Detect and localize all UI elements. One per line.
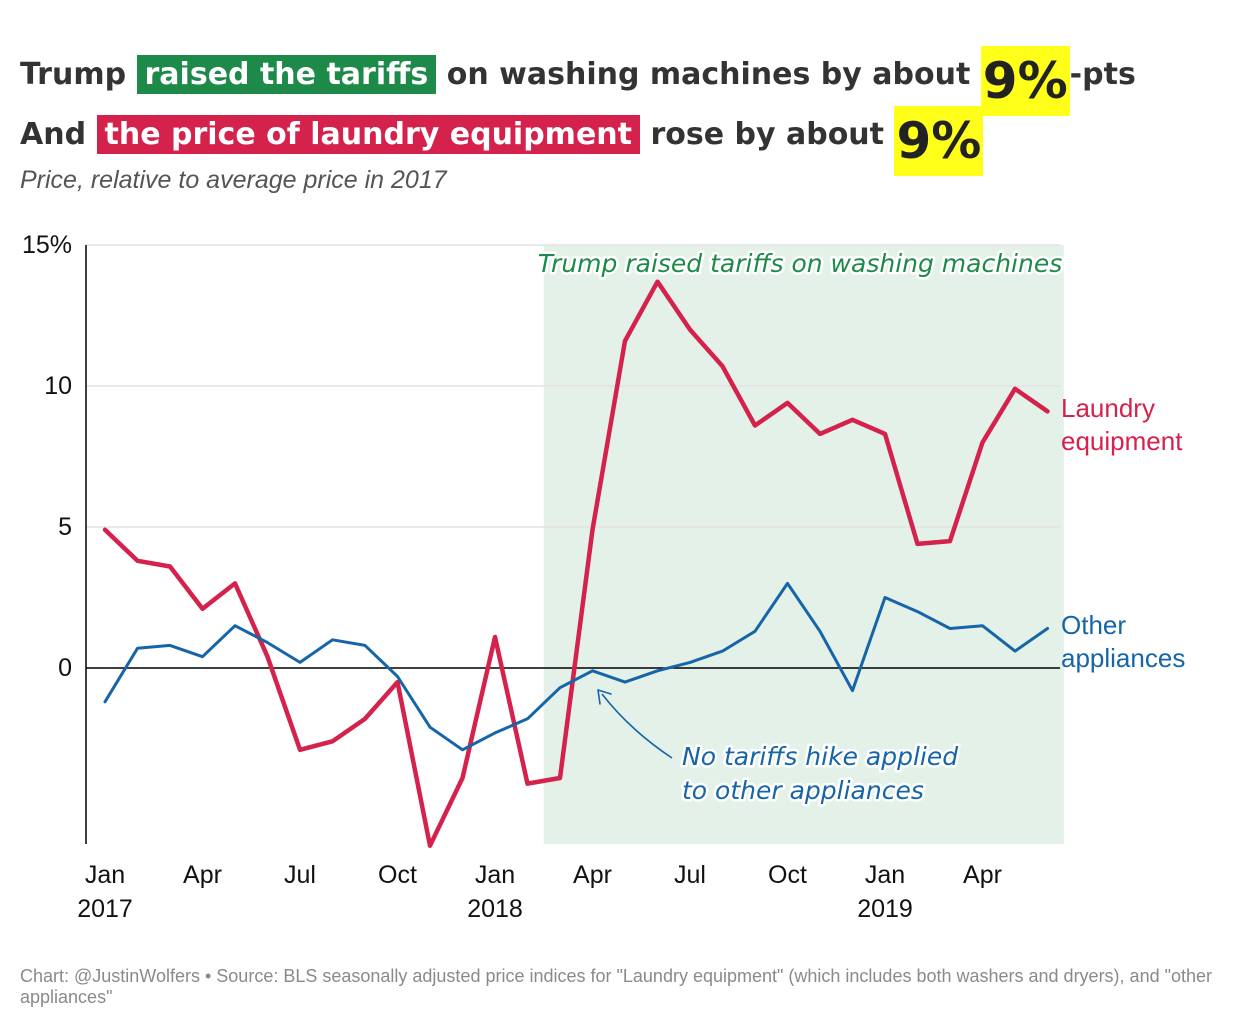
y-tick-label: 5 [58,513,72,541]
other-series-label: appliances [1061,643,1185,673]
no-tariff-annotation: to other appliances [682,776,924,805]
annotation-arrow [601,693,673,759]
title2-highlight: the price of laundry equipment [96,115,640,154]
y-tick-label: 0 [58,654,72,682]
tariff-period-shade [543,245,1064,844]
y-tick-label: 15% [22,231,72,259]
tariff-annotation: Trump raised tariffs on washing machines [538,249,1063,278]
x-tick-label: Jan [865,861,905,889]
subtitle: Price, relative to average price in 2017 [20,166,447,194]
title2-mid: rose by about [650,117,885,152]
x-tick-year-label: 2017 [77,895,133,923]
x-tick-label: Apr [183,861,222,889]
x-tick-label: Jan [475,861,515,889]
no-tariff-annotation: No tariffs hike applied [682,742,958,771]
title2-big: 9% [894,106,984,176]
x-tick-label: Apr [963,861,1002,889]
other-appliances-line [103,581,1049,752]
y-tick-label: 10 [44,372,72,400]
title1-big: 9% [980,46,1070,116]
footnote: Chart: @JustinWolfers • Source: BLS seas… [20,966,1213,1007]
title-line-2: And the price of laundry equipment rose … [20,106,984,176]
x-tick-label: Oct [768,861,807,889]
x-tick-year-label: 2018 [467,895,523,923]
title1-post: -pts [1069,57,1136,92]
x-tick-label: Oct [378,861,417,889]
x-tick-label: Jul [674,861,706,889]
title1-pre: Trump [20,57,127,92]
title1-mid: on washing machines by about [446,57,971,92]
x-tick-label: Jul [284,861,316,889]
line-chart: 15% 10 5 0 Jan 2017 Apr Jul Oct Jan 2018 Apr Jul Oct J… [22,231,1185,923]
annotation-arrow-head [597,689,612,705]
title-line-1: Trump raised the tariffs on washing mach… [20,46,1136,116]
other-series-label: Other [1061,610,1126,640]
laundry-series-label: equipment [1061,426,1183,456]
x-tick-year-label: 2019 [857,895,913,923]
title1-highlight: raised the tariffs [136,55,437,94]
title2-pre: And [20,117,87,152]
laundry-equipment-line [102,279,1050,848]
x-tick-label: Apr [573,861,612,889]
laundry-series-label: Laundry [1061,393,1155,423]
x-tick-label: Jan [85,861,125,889]
